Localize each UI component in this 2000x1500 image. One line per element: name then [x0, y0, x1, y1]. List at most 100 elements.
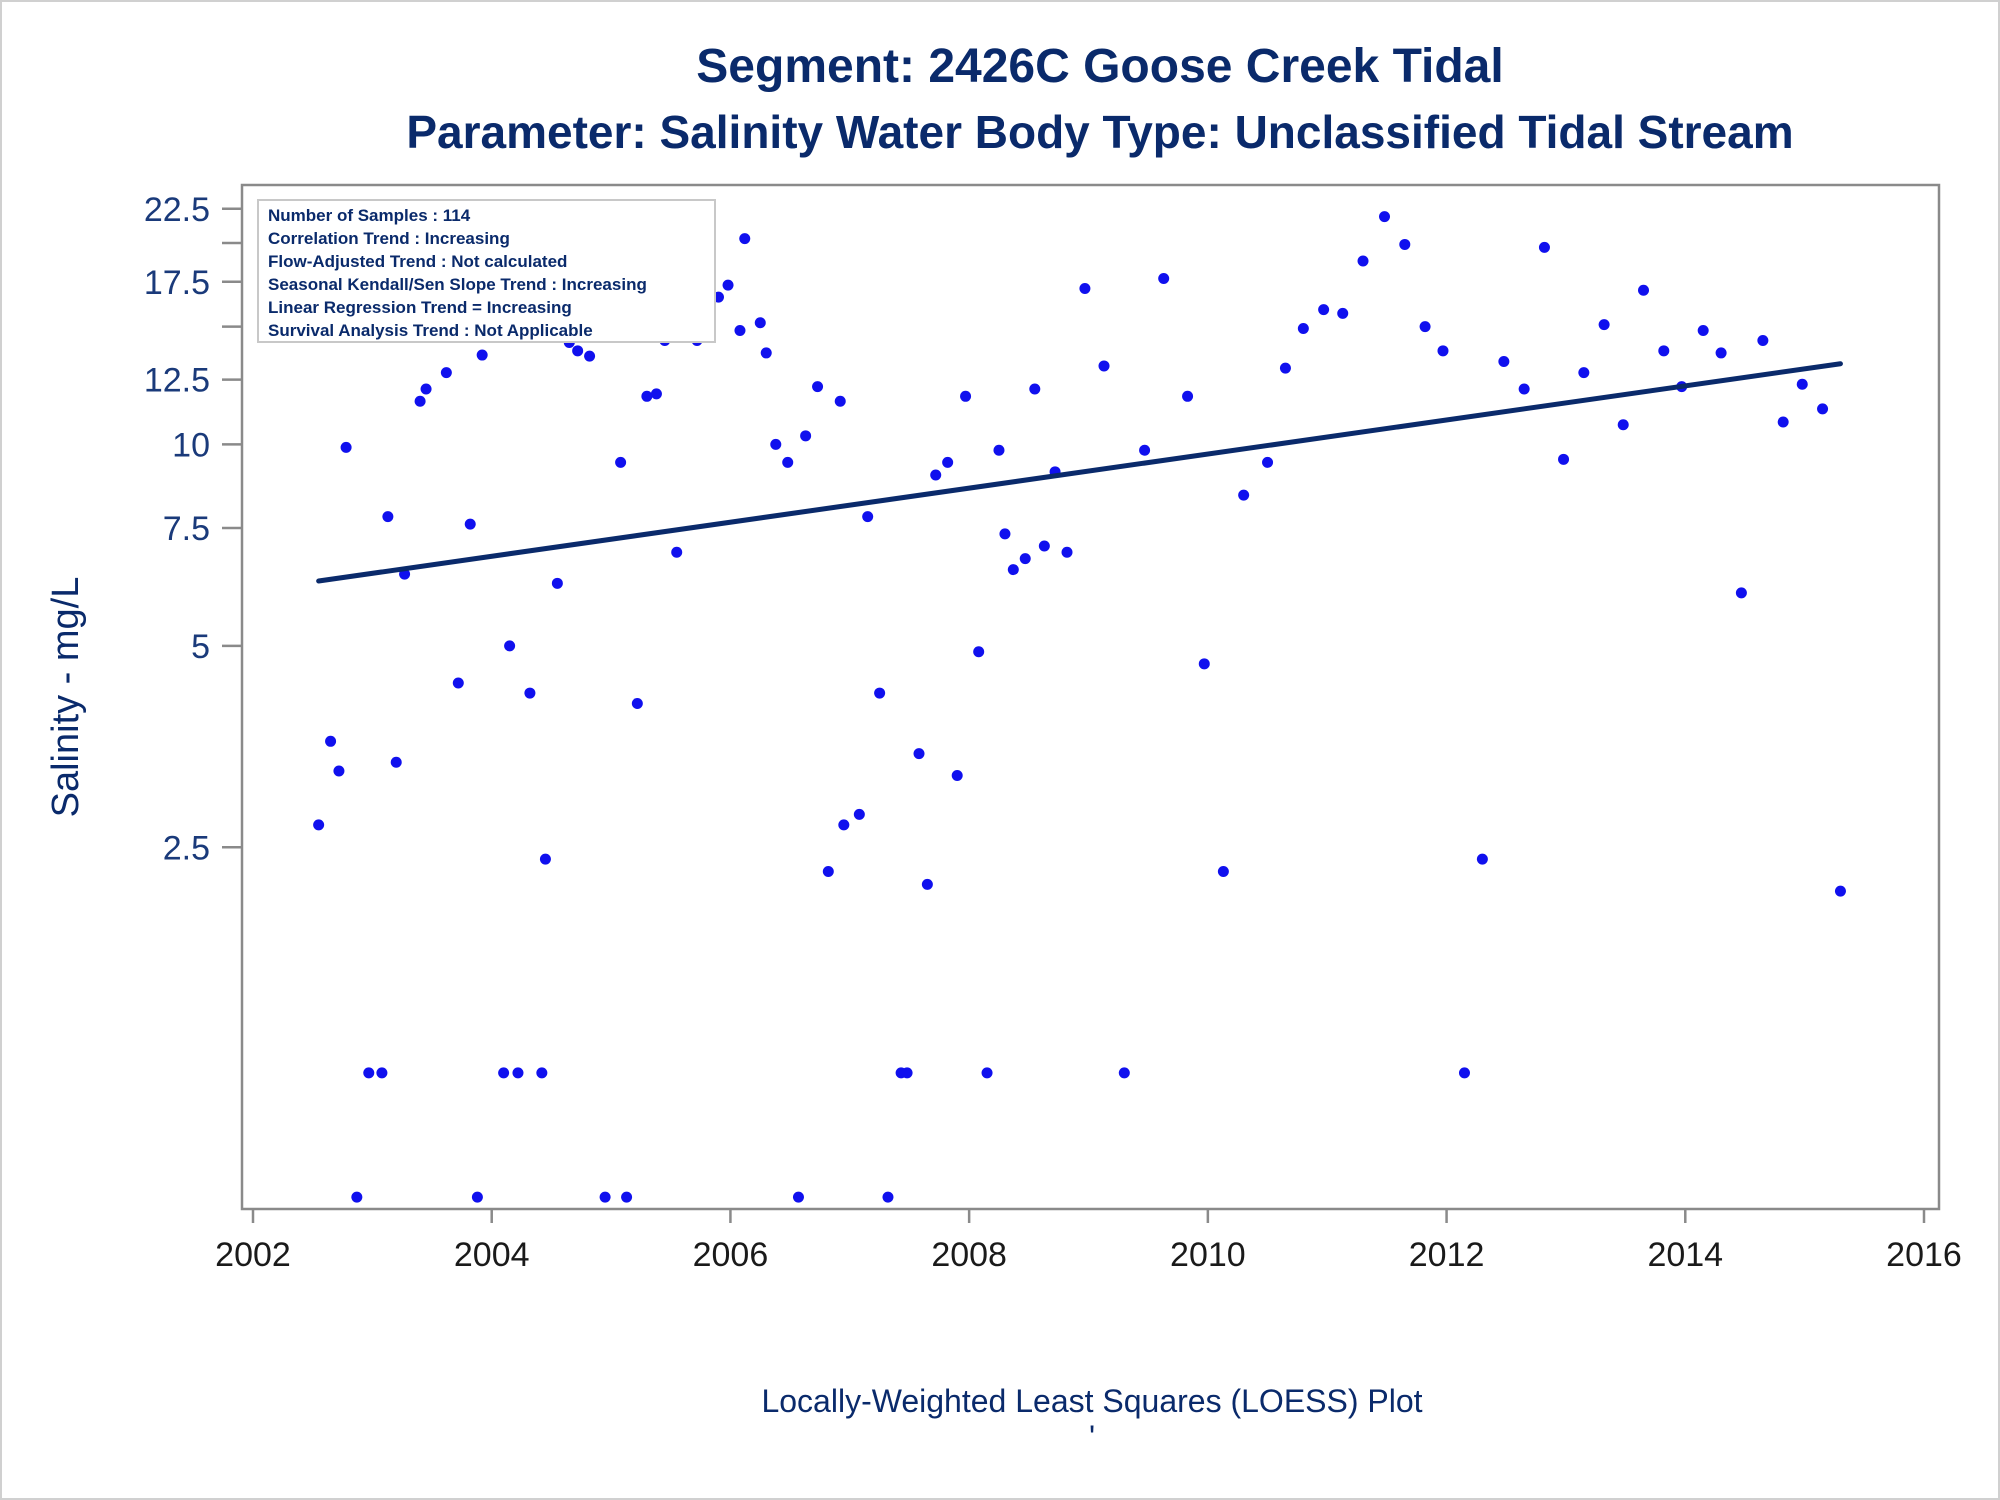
data-point	[739, 233, 751, 245]
data-point	[1279, 362, 1291, 374]
data-point	[1638, 284, 1650, 296]
data-point	[504, 640, 516, 652]
data-point	[1598, 319, 1610, 331]
info-box-line: Survival Analysis Trend : Not Applicable	[268, 321, 593, 340]
data-point	[942, 456, 954, 468]
data-point	[1118, 1067, 1130, 1079]
data-point	[452, 677, 464, 689]
data-point	[754, 317, 766, 329]
data-point	[1007, 564, 1019, 576]
data-point	[382, 511, 394, 523]
x-tick-label: 2002	[215, 1236, 291, 1274]
data-point	[1715, 347, 1727, 359]
data-point	[1796, 378, 1808, 390]
data-point	[1357, 255, 1369, 267]
x-tick-label: 2004	[454, 1236, 530, 1274]
info-box-border	[257, 199, 716, 343]
chart-subtitle: Parameter: Salinity Water Body Type: Unc…	[406, 106, 1793, 158]
data-point	[1297, 323, 1309, 335]
data-point	[1834, 885, 1846, 897]
data-point	[981, 1067, 993, 1079]
data-point	[1697, 324, 1709, 336]
data-point	[760, 347, 772, 359]
data-point	[1617, 419, 1629, 431]
info-box-line: Correlation Trend : Increasing	[268, 229, 510, 248]
data-point	[993, 444, 1005, 456]
data-point	[1238, 489, 1250, 501]
data-point	[960, 390, 972, 402]
data-point	[800, 430, 812, 442]
data-point	[1498, 356, 1510, 368]
data-point	[464, 518, 476, 530]
data-point	[1817, 403, 1829, 415]
data-point	[333, 765, 345, 777]
data-point	[812, 381, 824, 393]
data-point	[1558, 453, 1570, 465]
data-point	[536, 1067, 548, 1079]
data-point	[498, 1067, 510, 1079]
data-point	[1757, 334, 1769, 346]
data-point	[671, 546, 683, 558]
data-point	[351, 1191, 363, 1203]
data-point	[1079, 283, 1091, 295]
data-point	[1318, 304, 1330, 316]
plot-area	[240, 183, 1941, 1211]
y-tick-label: 12.5	[144, 362, 210, 400]
trend-line	[316, 361, 1843, 584]
data-point	[913, 748, 925, 760]
info-box-line: Linear Regression Trend = Increasing	[268, 298, 572, 317]
footnote-mark: '	[1089, 1419, 1095, 1455]
data-point	[650, 388, 662, 400]
data-point	[1379, 211, 1391, 223]
x-tick-label: 2006	[693, 1236, 769, 1274]
data-point	[524, 687, 536, 699]
data-point	[1262, 456, 1274, 468]
data-point	[440, 367, 452, 379]
chart-title: Segment: 2426C Goose Creek Tidal	[696, 40, 1503, 93]
data-point	[471, 1191, 483, 1203]
data-point	[414, 395, 426, 407]
info-box-line: Number of Samples : 114	[268, 206, 471, 225]
data-point	[641, 390, 653, 402]
data-point	[599, 1191, 611, 1203]
data-point	[390, 756, 402, 768]
data-point	[1777, 416, 1789, 428]
y-tick-label: 5	[191, 628, 210, 666]
x-tick-label: 2008	[931, 1236, 1007, 1274]
data-point	[999, 528, 1011, 540]
data-point	[951, 770, 963, 782]
info-box: Number of Samples : 114 Correlation Tren…	[257, 199, 716, 343]
data-point	[584, 350, 596, 362]
data-point	[1019, 553, 1031, 565]
y-tick-label: 22.5	[144, 191, 210, 229]
data-point	[882, 1191, 894, 1203]
data-point	[420, 383, 432, 395]
data-point	[363, 1067, 375, 1079]
data-point	[874, 687, 886, 699]
data-point	[551, 577, 563, 589]
x-tick-label: 2014	[1647, 1236, 1723, 1274]
data-point	[1518, 383, 1530, 395]
data-point	[770, 438, 782, 450]
data-point	[1337, 307, 1349, 319]
x-tick-label: 2016	[1886, 1236, 1962, 1274]
info-box-line: Seasonal Kendall/Sen Slope Trend : Incre…	[268, 275, 647, 294]
y-tick-label: 7.5	[163, 510, 210, 548]
data-point	[1029, 383, 1041, 395]
data-point	[1061, 546, 1073, 558]
x-axis: 2002 2004 2006 2008 2010 2012 2014 2016	[215, 1209, 1962, 1274]
data-point	[822, 865, 834, 877]
y-axis: 2.5 5 7.5 10 12.5 17.5 22.5	[144, 191, 242, 867]
data-point	[1419, 321, 1431, 333]
data-point	[539, 853, 551, 865]
data-point	[1578, 367, 1590, 379]
data-point	[782, 456, 794, 468]
data-point	[1538, 241, 1550, 253]
data-point	[862, 511, 874, 523]
data-point	[1217, 865, 1229, 877]
data-point	[1399, 238, 1411, 250]
y-axis-label: Salinity - mg/L	[45, 577, 87, 818]
data-point	[930, 469, 942, 481]
